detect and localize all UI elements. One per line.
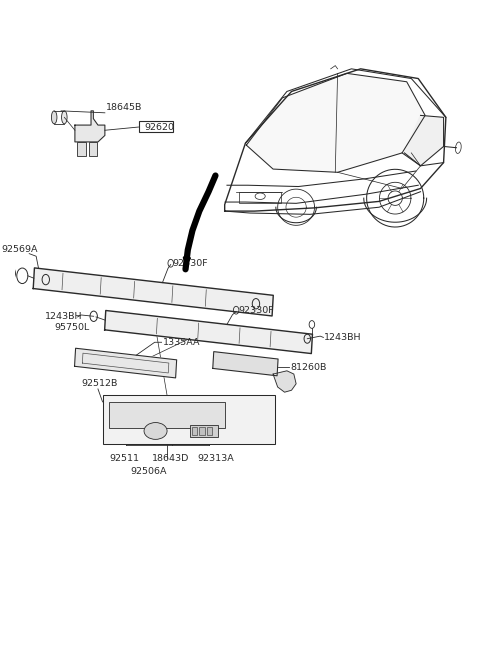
Ellipse shape xyxy=(144,422,167,440)
Text: 92330F: 92330F xyxy=(238,306,274,314)
Text: 18643D: 18643D xyxy=(152,454,190,462)
Bar xyxy=(199,427,205,435)
Polygon shape xyxy=(33,268,273,316)
Bar xyxy=(103,396,276,444)
Polygon shape xyxy=(75,111,105,142)
Text: 1243BH: 1243BH xyxy=(324,333,361,342)
Text: 92620: 92620 xyxy=(144,122,174,132)
Bar xyxy=(190,424,218,438)
Text: 95750L: 95750L xyxy=(55,324,90,333)
Text: 92569A: 92569A xyxy=(1,245,38,254)
Ellipse shape xyxy=(51,111,57,124)
Bar xyxy=(207,427,212,435)
Text: 92313A: 92313A xyxy=(197,454,234,462)
Text: 92330F: 92330F xyxy=(173,259,208,268)
Polygon shape xyxy=(213,352,278,376)
Polygon shape xyxy=(74,348,177,378)
Text: 92512B: 92512B xyxy=(82,379,118,388)
Text: 92506A: 92506A xyxy=(131,466,167,476)
Text: 1335AA: 1335AA xyxy=(163,338,201,346)
Bar xyxy=(77,142,85,156)
Text: 81260B: 81260B xyxy=(290,363,327,372)
Bar xyxy=(89,142,97,156)
Text: 92511: 92511 xyxy=(109,454,140,462)
Bar xyxy=(109,402,225,428)
Polygon shape xyxy=(273,371,296,392)
Text: 1243BH: 1243BH xyxy=(45,312,83,322)
Polygon shape xyxy=(105,310,312,354)
Bar xyxy=(240,192,281,202)
Polygon shape xyxy=(405,115,444,166)
Polygon shape xyxy=(246,73,425,172)
Bar xyxy=(192,427,197,435)
Ellipse shape xyxy=(61,111,67,124)
Bar xyxy=(139,121,173,132)
Text: 18645B: 18645B xyxy=(106,103,142,111)
